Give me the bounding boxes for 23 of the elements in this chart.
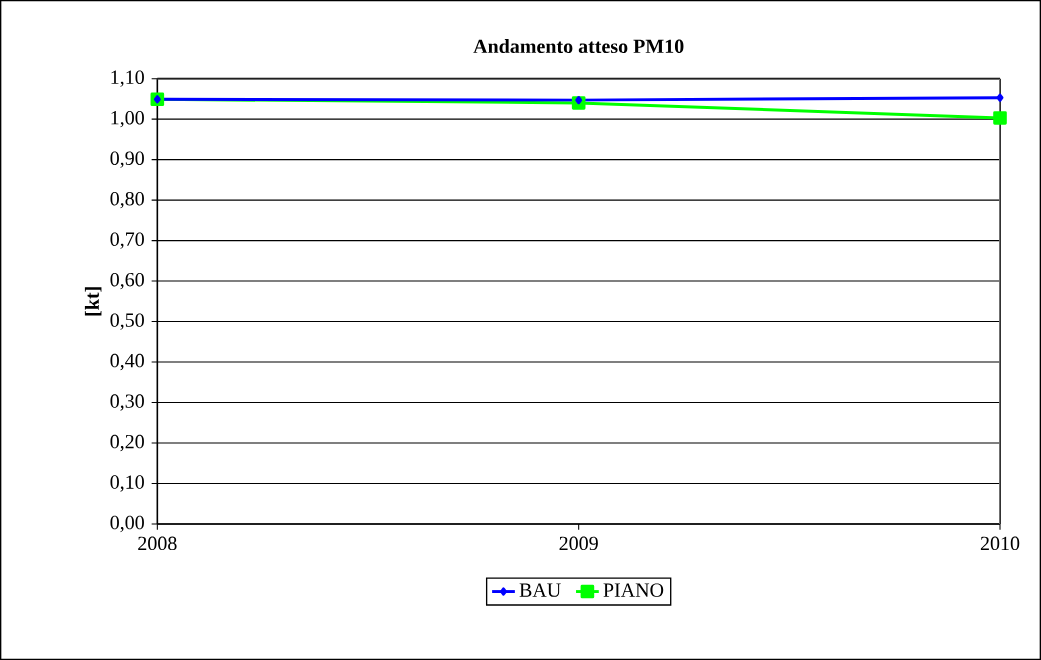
- y-tick-label: 0,00: [110, 515, 144, 533]
- y-tick-label: 0,70: [110, 232, 144, 249]
- x-tick-label: 2010: [980, 536, 1020, 551]
- legend-label: BAU: [519, 583, 561, 597]
- legend-label: PIANO: [603, 583, 664, 597]
- y-axis-title: [kt]: [84, 287, 102, 316]
- y-tick-label: 1,00: [111, 110, 144, 128]
- point: [993, 111, 1007, 125]
- y-tick-label: 0,10: [110, 475, 144, 492]
- x-tick-label: 2008: [138, 536, 177, 551]
- y-tick-label: 0,90: [110, 151, 144, 168]
- y-tick-label: 0,40: [110, 353, 144, 371]
- chart-title: Andamento atteso PM10: [473, 39, 684, 54]
- y-tick-label: 1,10: [111, 70, 144, 87]
- y-tick-label: 0,30: [110, 394, 144, 411]
- y-tick-label: 0,80: [110, 191, 144, 209]
- point: [996, 93, 1004, 102]
- x-tick-label: 2009: [559, 536, 598, 551]
- y-tick-label: 0,20: [110, 434, 144, 452]
- y-tick-label: 0,60: [110, 272, 144, 290]
- point: [153, 95, 161, 104]
- y-tick-label: 0,50: [110, 313, 144, 330]
- point: [575, 95, 583, 105]
